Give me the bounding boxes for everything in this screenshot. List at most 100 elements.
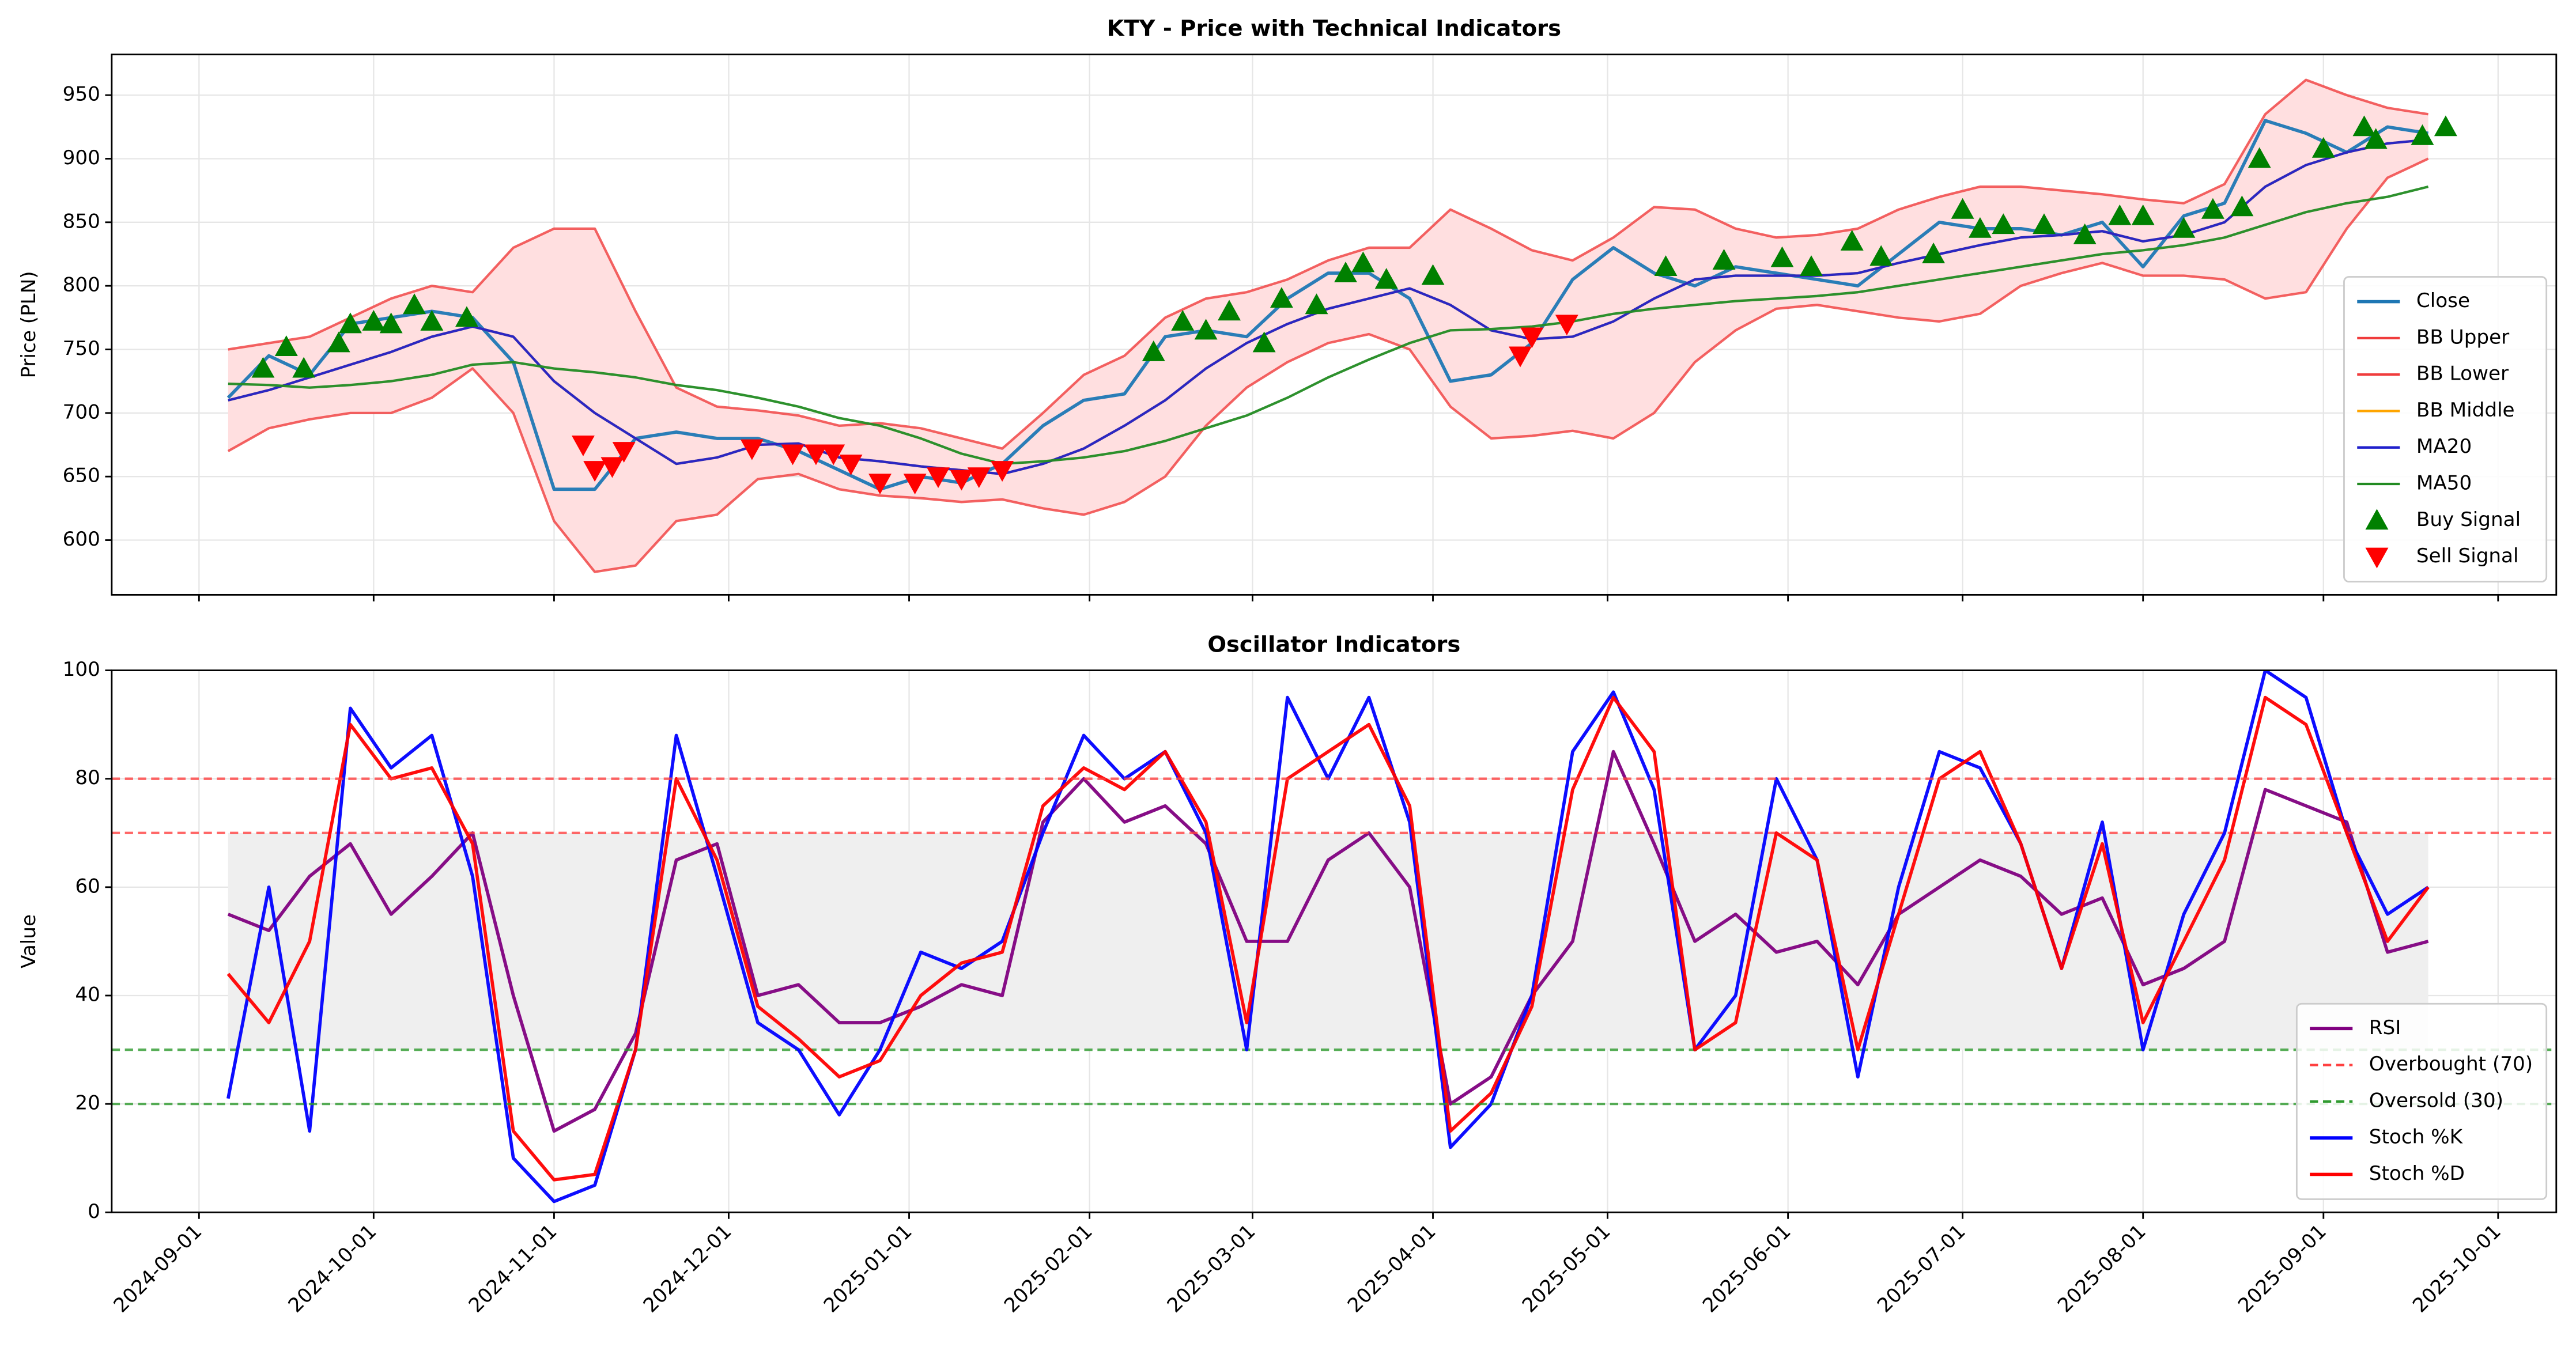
signal-marker bbox=[1142, 340, 1165, 361]
signal-marker bbox=[420, 309, 444, 331]
signal-marker bbox=[1334, 262, 1357, 283]
signal-marker bbox=[2364, 128, 2388, 149]
y-tick-label: 80 bbox=[75, 766, 100, 789]
signal-marker bbox=[991, 461, 1014, 482]
x-tick-label: 2025-05-01 bbox=[1518, 1220, 1615, 1318]
signal-marker bbox=[1351, 251, 1375, 273]
signal-marker bbox=[1840, 229, 1864, 251]
signal-marker bbox=[403, 293, 426, 315]
plot-frame bbox=[111, 54, 2558, 596]
signal-marker bbox=[781, 444, 804, 466]
x-tick-label: 2025-02-01 bbox=[1000, 1220, 1097, 1318]
signal-marker bbox=[2131, 204, 2155, 225]
signal-marker bbox=[839, 455, 863, 476]
legend-label: Overbought (70) bbox=[2369, 1053, 2533, 1076]
signal-marker bbox=[600, 457, 624, 478]
legend-label: Oversold (30) bbox=[2369, 1089, 2503, 1112]
x-tick-label: 2024-09-01 bbox=[109, 1220, 207, 1318]
signal-marker bbox=[2311, 137, 2335, 158]
legend-label: BB Lower bbox=[2416, 362, 2509, 385]
signal-marker bbox=[822, 444, 845, 466]
legend-marker bbox=[2365, 547, 2389, 569]
signal-marker bbox=[1712, 249, 1736, 270]
x-tick-label: 2024-10-01 bbox=[284, 1220, 382, 1318]
y-tick-label: 950 bbox=[63, 83, 100, 106]
legend-label: Stoch %K bbox=[2369, 1126, 2464, 1149]
signal-marker bbox=[251, 357, 275, 378]
x-tick-label: 2025-04-01 bbox=[1343, 1220, 1441, 1318]
legend-marker bbox=[2365, 509, 2389, 530]
y-axis-label: Value bbox=[17, 914, 40, 968]
y-tick-label: 20 bbox=[75, 1092, 100, 1115]
plot-frame bbox=[111, 669, 2558, 1213]
signal-marker bbox=[2073, 223, 2097, 244]
series-line bbox=[226, 695, 2430, 1182]
signal-marker bbox=[362, 309, 386, 331]
signal-marker bbox=[2248, 147, 2271, 168]
signal-marker bbox=[1654, 255, 1678, 277]
signal-marker bbox=[950, 470, 973, 491]
x-tick-label: 2025-07-01 bbox=[1873, 1220, 1970, 1318]
x-tick-label: 2024-11-01 bbox=[464, 1220, 562, 1318]
y-tick-label: 800 bbox=[63, 274, 100, 297]
y-tick-label: 650 bbox=[63, 464, 100, 487]
signal-marker bbox=[868, 474, 892, 495]
signal-marker bbox=[292, 357, 316, 378]
signal-marker bbox=[1770, 246, 1794, 267]
legend-box bbox=[2343, 276, 2548, 583]
y-tick-label: 750 bbox=[63, 337, 100, 360]
legend-label: Stoch %D bbox=[2369, 1162, 2465, 1185]
y-tick-label: 600 bbox=[63, 528, 100, 551]
signal-marker bbox=[338, 312, 362, 334]
signal-marker bbox=[1869, 245, 1893, 266]
legend-box bbox=[2295, 1002, 2548, 1200]
legend-label: MA50 bbox=[2416, 471, 2472, 494]
x-tick-label: 2025-10-01 bbox=[2408, 1220, 2506, 1318]
x-tick-label: 2025-08-01 bbox=[2053, 1220, 2151, 1318]
legend-label: MA20 bbox=[2416, 435, 2472, 458]
legend-label: Sell Signal bbox=[2416, 544, 2519, 567]
series-line bbox=[227, 157, 2429, 573]
series-line bbox=[228, 78, 2428, 450]
y-axis-label: Price (PLN) bbox=[17, 271, 40, 378]
signal-marker bbox=[1374, 268, 1398, 289]
y-tick-label: 60 bbox=[75, 875, 100, 898]
signal-marker bbox=[1194, 319, 1218, 340]
signal-marker bbox=[1270, 287, 1293, 308]
signal-marker bbox=[2411, 124, 2434, 145]
chart-title: KTY - Price with Technical Indicators bbox=[1107, 16, 1561, 41]
signal-marker bbox=[2434, 115, 2457, 137]
x-tick-label: 2025-01-01 bbox=[819, 1220, 917, 1318]
signal-marker bbox=[327, 331, 350, 353]
signal-marker bbox=[1520, 327, 1544, 349]
y-tick-label: 40 bbox=[75, 983, 100, 1006]
signal-marker bbox=[2201, 198, 2224, 219]
signal-marker bbox=[1421, 264, 1445, 285]
band-fill bbox=[228, 80, 2428, 572]
signal-marker bbox=[1252, 331, 1276, 353]
signal-marker bbox=[927, 467, 950, 489]
signal-marker bbox=[2108, 204, 2132, 225]
signal-marker bbox=[583, 461, 607, 482]
series-line bbox=[228, 185, 2429, 466]
series-line bbox=[227, 750, 2429, 1133]
signal-marker bbox=[1968, 217, 1992, 238]
signal-marker bbox=[1992, 213, 2015, 234]
x-tick-label: 2025-06-01 bbox=[1698, 1220, 1796, 1318]
plot-area bbox=[111, 54, 2556, 595]
x-tick-label: 2025-09-01 bbox=[2234, 1220, 2331, 1318]
signal-marker bbox=[379, 312, 403, 334]
signal-marker bbox=[1305, 293, 1328, 315]
signal-marker bbox=[804, 444, 828, 466]
y-tick-label: 900 bbox=[63, 146, 100, 169]
legend-label: BB Middle bbox=[2416, 399, 2515, 422]
legend-label: BB Upper bbox=[2416, 326, 2510, 349]
signal-marker bbox=[571, 436, 595, 456]
signal-marker bbox=[1555, 315, 1578, 336]
zone-shade bbox=[228, 833, 2428, 1050]
y-tick-label: 850 bbox=[63, 210, 100, 233]
signal-marker bbox=[1509, 346, 1532, 368]
x-tick-label: 2024-12-01 bbox=[639, 1220, 736, 1318]
signal-marker bbox=[274, 335, 298, 357]
chart-title: Oscillator Indicators bbox=[1207, 631, 1460, 657]
